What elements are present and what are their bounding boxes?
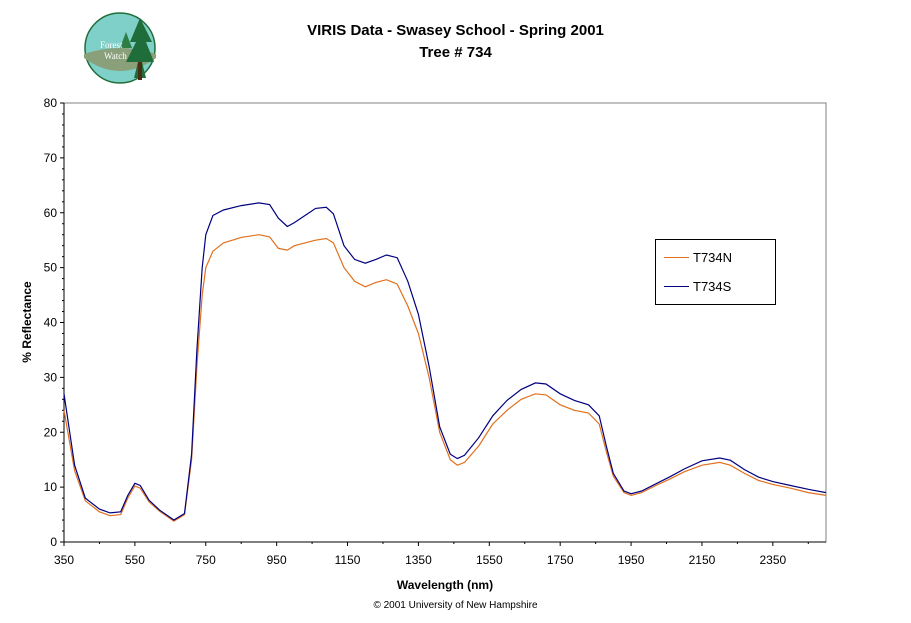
axes: 0 10 20 30 40 50 60 70 80 350 550 750 950 1150 1350 155… (44, 96, 826, 567)
legend-label-t734n: T734N (693, 249, 733, 265)
legend-label-t734s: T734S (693, 278, 732, 294)
legend-swatch-t734s (664, 285, 689, 287)
x-tick-label: 550 (125, 553, 145, 567)
y-axis-label: % Reflectance (20, 281, 34, 363)
x-tick-label: 1350 (405, 553, 432, 567)
y-tick-label: 40 (44, 316, 58, 330)
copyright-footer: © 2001 University of New Hampshire (373, 600, 538, 611)
forest-watch-logo: Forest Watch (84, 12, 156, 84)
y-tick-label: 20 (44, 425, 58, 439)
x-tick-label: 1550 (476, 553, 503, 567)
x-axis-label: Wavelength (nm) (397, 578, 493, 592)
y-tick-label: 50 (44, 261, 58, 275)
series-line-t734s (63, 202, 827, 521)
x-tick-label: 750 (196, 553, 216, 567)
legend-item-t734s: T734S (664, 278, 731, 294)
y-tick-label: 80 (44, 96, 58, 110)
series-line-t734n (63, 234, 827, 522)
series-layer (63, 202, 827, 522)
legend: T734N T734S (655, 239, 776, 305)
y-tick-label: 60 (44, 206, 58, 220)
x-tick-label: 2150 (689, 553, 716, 567)
y-tick-label: 30 (44, 370, 58, 384)
y-tick-label: 70 (44, 151, 58, 165)
y-tick-label: 10 (44, 480, 58, 494)
chart-subtitle: Tree # 734 (419, 44, 492, 61)
x-tick-label: 1750 (547, 553, 574, 567)
x-tick-label: 1150 (335, 553, 361, 567)
chart-title: VIRIS Data - Swasey School - Spring 2001 (307, 22, 604, 39)
x-tick-label: 350 (54, 553, 74, 567)
y-tick-label: 0 (50, 535, 57, 549)
legend-swatch-t734n (664, 256, 689, 258)
legend-item-t734n: T734N (664, 249, 732, 265)
logo-text-forest: Forest (100, 40, 123, 50)
x-tick-label: 2350 (759, 553, 786, 567)
x-tick-label: 1950 (618, 553, 645, 567)
logo-text-watch: Watch (104, 51, 127, 61)
x-tick-label: 950 (267, 553, 287, 567)
plot-area (63, 102, 827, 543)
